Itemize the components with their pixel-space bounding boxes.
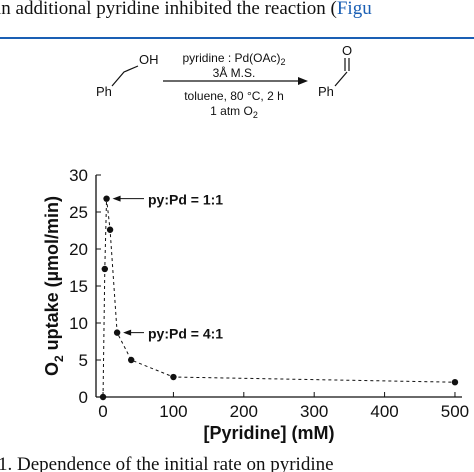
condition: toluene, 80 °C, 2 h: [184, 89, 284, 103]
arrow-head: [298, 77, 308, 85]
y-tick-label: 20: [69, 240, 88, 259]
reactant-bonds: [111, 65, 139, 87]
header-text: in additional pyridine inhibited the rea…: [0, 0, 372, 19]
data-point: [103, 195, 110, 202]
data-point: [101, 265, 108, 273]
data-point: [127, 356, 135, 364]
y-tick-label: 10: [69, 314, 88, 333]
condition: 1 atm O2: [210, 104, 258, 120]
y-tick-label: 30: [69, 166, 88, 185]
data-point: [113, 329, 121, 336]
x-tick-label: 500: [441, 402, 469, 421]
data-point: [170, 373, 177, 381]
annotation-arrow-head: [123, 329, 132, 336]
y-tick-label: 5: [79, 351, 88, 370]
x-tick-label: 300: [300, 402, 328, 421]
y-tick-label: 15: [69, 277, 88, 296]
annotation-arrow-head: [112, 195, 121, 202]
condition: pyridine : Pd(OAc)2: [182, 51, 285, 67]
x-axis-label: [Pyridine] (mM): [203, 423, 334, 443]
product-ph: Ph: [318, 84, 334, 99]
x-tick-label: 200: [230, 402, 258, 421]
y-axis-label-part: O: [42, 362, 62, 376]
y-axis-label: O2 uptake (µmol/min): [42, 196, 66, 376]
y-tick-label: 25: [69, 203, 88, 222]
reactant-ph: Ph: [96, 84, 112, 99]
x-tick-label: 100: [159, 402, 187, 421]
condition: 3Å M.S.: [213, 65, 256, 80]
x-tick-label: 0: [98, 402, 107, 421]
y-axis-label-part: uptake (µmol/min): [42, 196, 62, 355]
data-line: [102, 198, 455, 398]
y-axis-label-part: 2: [52, 355, 66, 362]
caption: 1. Dependence of the initial rate on pyr…: [0, 454, 334, 472]
product-bonds: [334, 58, 350, 87]
data-point: [99, 393, 107, 401]
reactant-group: OH: [139, 52, 159, 67]
data-point: [106, 226, 114, 233]
annotation: py:Pd = 1:1: [148, 192, 223, 208]
data-point: [451, 379, 459, 386]
product-group: O: [342, 43, 352, 58]
y-tick-label: 0: [79, 388, 88, 407]
annotation: py:Pd = 4:1: [148, 326, 223, 342]
x-tick-label: 400: [370, 402, 398, 421]
